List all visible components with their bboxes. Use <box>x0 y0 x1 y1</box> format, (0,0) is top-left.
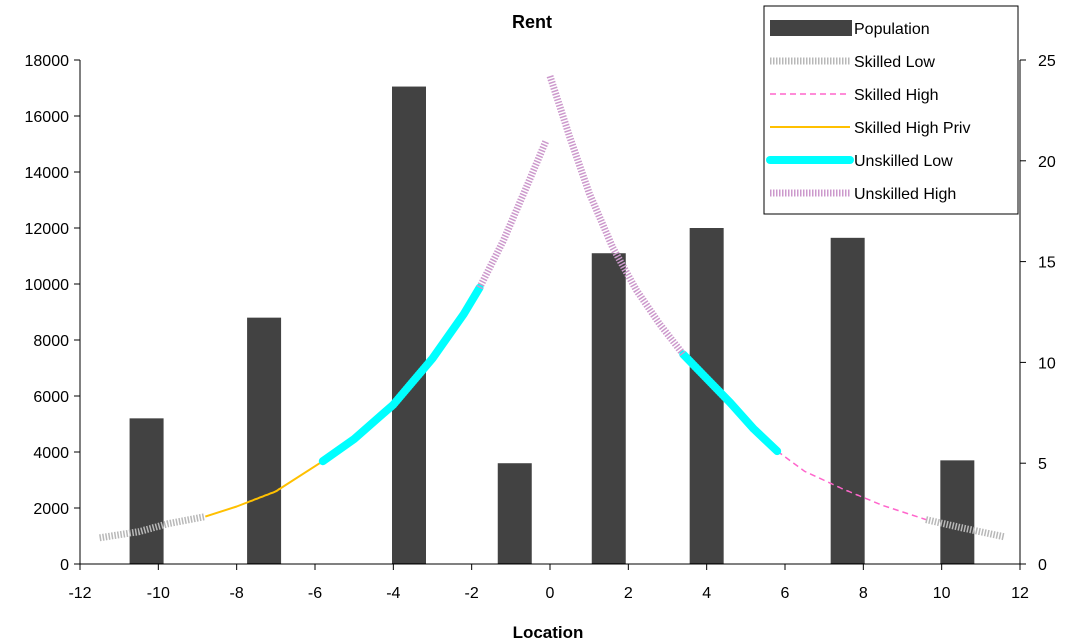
bar-population <box>689 228 724 564</box>
x-tick-label: 6 <box>781 585 790 602</box>
bars-layer <box>129 86 975 565</box>
x-tick-label: -8 <box>230 585 244 602</box>
x-tick-label: 8 <box>859 585 868 602</box>
line-unskilled-high <box>476 139 550 290</box>
legend-label: Unskilled High <box>854 186 956 203</box>
line-skilled-low-segment2 <box>925 516 1006 541</box>
bar-population <box>392 86 426 564</box>
x-tick-label: -12 <box>68 585 91 602</box>
y2-tick-label: 15 <box>1038 255 1056 272</box>
y-tick-label: 6000 <box>33 389 69 406</box>
chart-title: Rent <box>512 12 552 32</box>
bar-population <box>247 317 282 564</box>
y-tick-label: 4000 <box>33 445 69 462</box>
y-tick-label: 0 <box>60 557 69 574</box>
legend-label: Skilled High <box>854 87 938 104</box>
legend-swatch-population <box>770 20 852 36</box>
legend-label: Population <box>854 21 930 38</box>
legend-label: Unskilled Low <box>854 153 953 170</box>
x-tick-label: -10 <box>147 585 170 602</box>
legend-label: Skilled Low <box>854 54 935 71</box>
x-tick-label: 10 <box>933 585 951 602</box>
y2-tick-label: 25 <box>1038 53 1056 70</box>
x-tick-label: -2 <box>465 585 479 602</box>
x-tick-label: 2 <box>624 585 633 602</box>
bar-population <box>940 460 975 564</box>
y2-tick-label: 20 <box>1038 154 1056 171</box>
y-tick-label: 2000 <box>33 501 69 518</box>
bar-population <box>497 463 532 564</box>
bar-population <box>129 418 164 564</box>
y2-tick-label: 0 <box>1038 557 1047 574</box>
y-tick-label: 10000 <box>25 277 70 294</box>
line-skilled-high-priv <box>204 460 324 518</box>
x-tick-label: 0 <box>546 585 555 602</box>
bar-population <box>830 237 865 565</box>
y-tick-label: 8000 <box>33 333 69 350</box>
legend: Population Skilled Low Skilled High Skilled… <box>763 5 1019 215</box>
y-tick-label: 12000 <box>25 221 70 238</box>
line-unskilled-low <box>318 283 484 466</box>
x-tick-label: 12 <box>1011 585 1029 602</box>
lines-layer <box>99 75 1006 542</box>
y2-tick-label: 10 <box>1038 355 1056 372</box>
x-tick-label: -4 <box>386 585 400 602</box>
bar-population <box>591 253 626 564</box>
x-axis-label: Location <box>513 623 584 642</box>
line-unskilled-high-segment2 <box>546 75 686 357</box>
y-tick-label: 18000 <box>25 53 70 70</box>
y-tick-label: 16000 <box>25 109 70 126</box>
ticks-layer: -12 -10 -8 -6 -4 -2 0 2 4 6 8 10 12 0 2000 4000 6000 8000… <box>25 53 1056 602</box>
line-skilled-low <box>99 513 206 542</box>
legend-label: Skilled High Priv <box>854 120 970 137</box>
y2-tick-label: 5 <box>1038 456 1047 473</box>
x-tick-label: 4 <box>702 585 711 602</box>
y-tick-label: 14000 <box>25 165 70 182</box>
legend-box <box>763 5 1019 215</box>
line-unskilled-low-segment2 <box>679 350 782 456</box>
x-tick-label: -6 <box>308 585 322 602</box>
line-skilled-high <box>776 450 927 521</box>
